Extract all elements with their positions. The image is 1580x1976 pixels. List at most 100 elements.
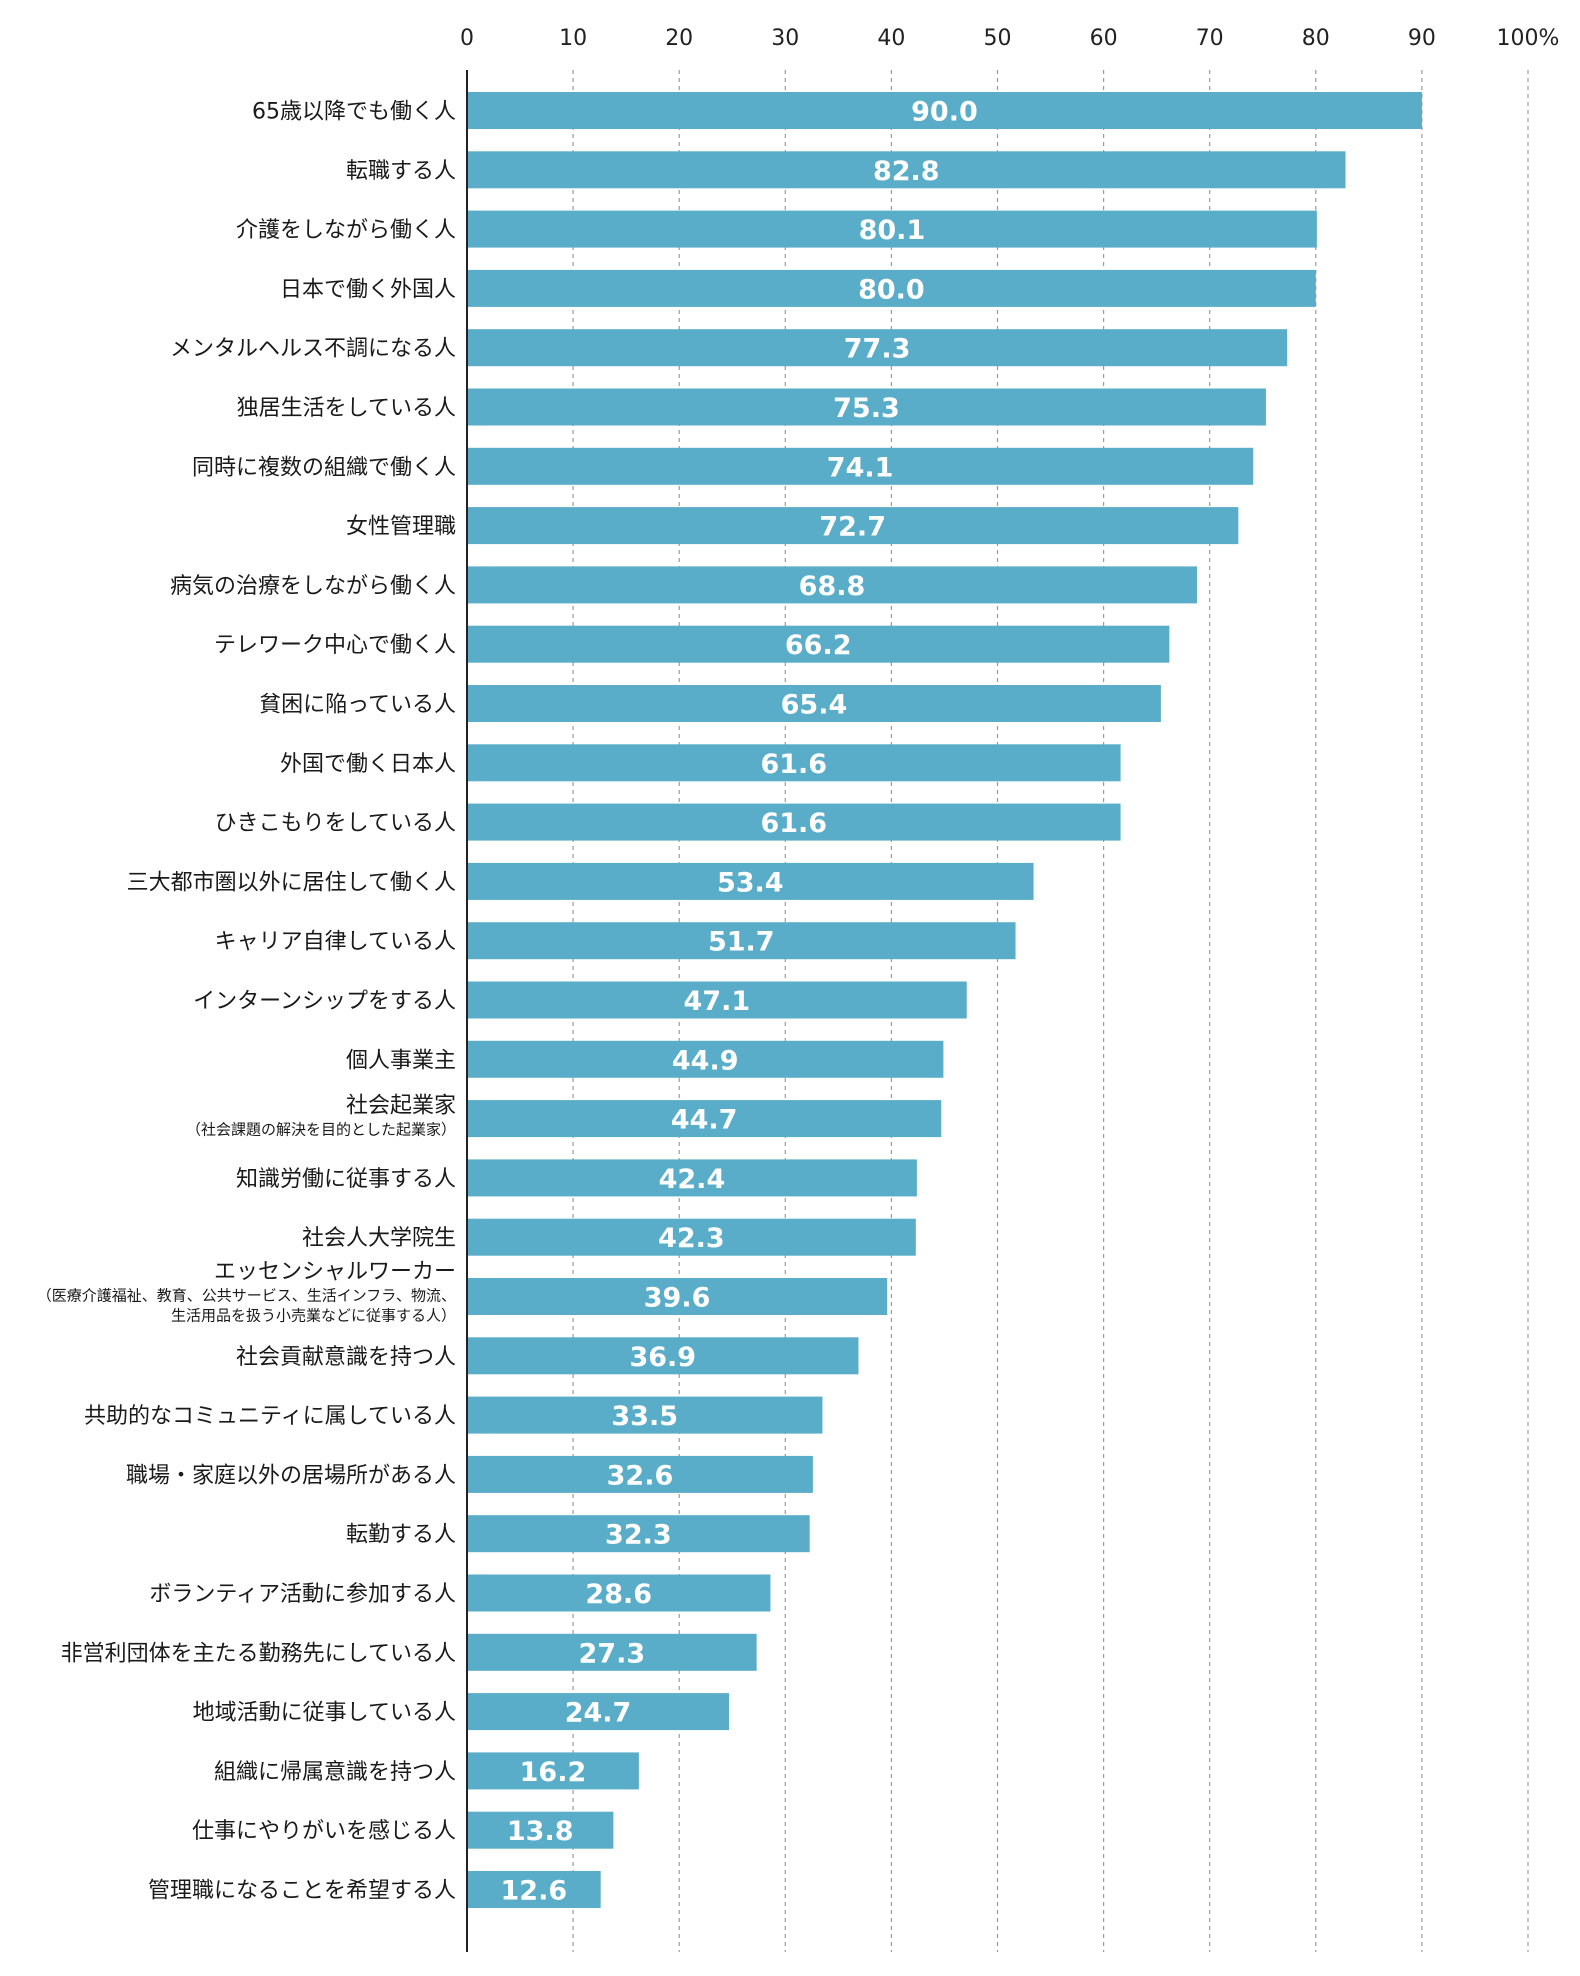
bar-value-label: 74.1 bbox=[827, 452, 894, 483]
bar-value-label: 27.3 bbox=[579, 1638, 646, 1669]
bar bbox=[467, 1871, 601, 1908]
bar-value-label: 80.1 bbox=[859, 215, 926, 246]
bar-value-label: 28.6 bbox=[585, 1579, 652, 1610]
bar-value-label: 16.2 bbox=[520, 1757, 587, 1788]
bar bbox=[467, 329, 1288, 367]
bar-value-label: 65.4 bbox=[781, 690, 848, 721]
bars: 90.0 82.8 80.1 80.0 77.3 75.3 74.1 72.7 68.8 66.2… bbox=[467, 92, 1422, 1908]
bar bbox=[467, 1752, 639, 1790]
x-tick-label: 10 bbox=[559, 26, 587, 51]
bar-value-label: 66.2 bbox=[785, 630, 852, 661]
bar bbox=[467, 1100, 942, 1138]
category-label: 職場・家庭以外の居場所がある人 bbox=[126, 1463, 456, 1488]
x-tick-label: 100% bbox=[1497, 26, 1560, 51]
category-label: 病気の治療をしながら働く人 bbox=[170, 574, 456, 599]
bar bbox=[467, 744, 1121, 782]
bar bbox=[467, 151, 1346, 189]
category-label: 女性管理職 bbox=[346, 515, 456, 540]
category-label: 転勤する人 bbox=[346, 1523, 456, 1548]
bar bbox=[467, 507, 1239, 545]
bar-value-label: 82.8 bbox=[873, 156, 940, 187]
bar-value-label: 36.9 bbox=[629, 1342, 696, 1373]
category-label: 三大都市圏以外に居住して働く人 bbox=[127, 870, 456, 895]
bar-value-label: 44.7 bbox=[671, 1105, 738, 1136]
bar-value-label: 72.7 bbox=[819, 512, 886, 543]
x-tick-label: 70 bbox=[1196, 26, 1224, 51]
category-label: 社会人大学院生 bbox=[302, 1226, 456, 1251]
bar-value-label: 24.7 bbox=[565, 1698, 632, 1729]
category-label: 貧困に陥っている人 bbox=[259, 693, 456, 718]
x-tick-label: 30 bbox=[771, 26, 799, 51]
category-sublabel: （社会課題の解決を目的とした起業家） bbox=[186, 1121, 456, 1139]
bar-value-label: 32.3 bbox=[605, 1520, 672, 1551]
bar-value-label: 61.6 bbox=[760, 749, 827, 780]
bar bbox=[467, 1218, 916, 1256]
category-label: 知識労働に従事する人 bbox=[236, 1167, 456, 1192]
x-axis-ticks: 0 10 20 30 40 50 60 70 80 90 100% bbox=[460, 26, 1559, 51]
category-label: 外国で働く日本人 bbox=[280, 752, 456, 777]
bar bbox=[467, 1693, 730, 1731]
bar bbox=[467, 981, 967, 1019]
x-tick-label: 40 bbox=[877, 26, 905, 51]
bar bbox=[467, 803, 1121, 841]
x-tick-label: 60 bbox=[1090, 26, 1118, 51]
bar-value-label: 47.1 bbox=[684, 986, 751, 1017]
bar bbox=[467, 1040, 944, 1078]
bar-value-label: 32.6 bbox=[607, 1460, 674, 1491]
category-label: 組織に帰属意識を持つ人 bbox=[214, 1760, 456, 1785]
category-label: 介護をしながら働く人 bbox=[236, 218, 456, 243]
bar bbox=[467, 1396, 823, 1434]
bar bbox=[467, 1811, 614, 1849]
category-label: 転職する人 bbox=[346, 159, 456, 184]
bar-value-label: 42.3 bbox=[658, 1223, 725, 1254]
bar-value-label: 13.8 bbox=[507, 1816, 574, 1847]
x-tick-label: 80 bbox=[1302, 26, 1330, 51]
bar-value-label: 33.5 bbox=[611, 1401, 678, 1432]
bar-value-label: 80.0 bbox=[858, 274, 925, 305]
x-tick-label: 20 bbox=[665, 26, 693, 51]
bar bbox=[467, 566, 1197, 604]
category-label: 社会起業家 bbox=[346, 1094, 456, 1119]
category-sublabel: （医療介護福祉、教育、公共サービス、生活インフラ、物流、 bbox=[37, 1287, 456, 1305]
category-label: 独居生活をしている人 bbox=[237, 396, 456, 421]
bar-value-label: 39.6 bbox=[644, 1283, 711, 1314]
category-label: キャリア自律している人 bbox=[215, 930, 456, 955]
bar bbox=[467, 685, 1161, 722]
x-tick-label: 50 bbox=[984, 26, 1012, 51]
x-tick-label: 0 bbox=[460, 26, 474, 51]
bar-value-label: 53.4 bbox=[717, 867, 784, 898]
category-label: ボランティア活動に参加する人 bbox=[149, 1582, 456, 1607]
bar bbox=[467, 1278, 888, 1315]
bar bbox=[467, 862, 1034, 900]
category-label: 仕事にやりがいを感じる人 bbox=[192, 1819, 456, 1844]
category-label: 65歳以降でも働く人 bbox=[252, 100, 456, 125]
bar bbox=[467, 210, 1317, 248]
bar bbox=[467, 1515, 810, 1553]
bar-value-label: 51.7 bbox=[708, 927, 775, 958]
category-label: 地域活動に従事している人 bbox=[193, 1701, 456, 1726]
bar-value-label: 68.8 bbox=[799, 571, 866, 602]
category-label: 個人事業主 bbox=[346, 1048, 456, 1073]
category-label: テレワーク中心で働く人 bbox=[214, 633, 456, 658]
bar-value-label: 75.3 bbox=[833, 393, 900, 424]
bar bbox=[467, 269, 1316, 307]
x-tick-label: 90 bbox=[1408, 26, 1436, 51]
category-label: エッセンシャルワーカー bbox=[214, 1260, 456, 1285]
category-labels: 65歳以降でも働く人転職する人介護をしながら働く人日本で働く外国人メンタルヘルス… bbox=[37, 100, 456, 1904]
bar bbox=[467, 922, 1016, 960]
category-label: メンタルヘルス不調になる人 bbox=[170, 337, 456, 362]
category-label: 社会貢献意識を持つ人 bbox=[236, 1345, 456, 1370]
category-label: ひきこもりをしている人 bbox=[215, 811, 456, 836]
bar-value-label: 42.4 bbox=[659, 1164, 726, 1195]
bar bbox=[467, 388, 1266, 426]
category-label: 日本で働く外国人 bbox=[280, 277, 456, 302]
bar-value-label: 61.6 bbox=[760, 808, 827, 839]
category-label: 管理職になることを希望する人 bbox=[148, 1879, 456, 1904]
bar bbox=[467, 625, 1170, 663]
bar bbox=[467, 1337, 859, 1375]
bar bbox=[467, 1633, 757, 1671]
bar-value-label: 77.3 bbox=[844, 334, 911, 365]
bar bbox=[467, 447, 1254, 485]
bar bbox=[467, 1574, 771, 1612]
